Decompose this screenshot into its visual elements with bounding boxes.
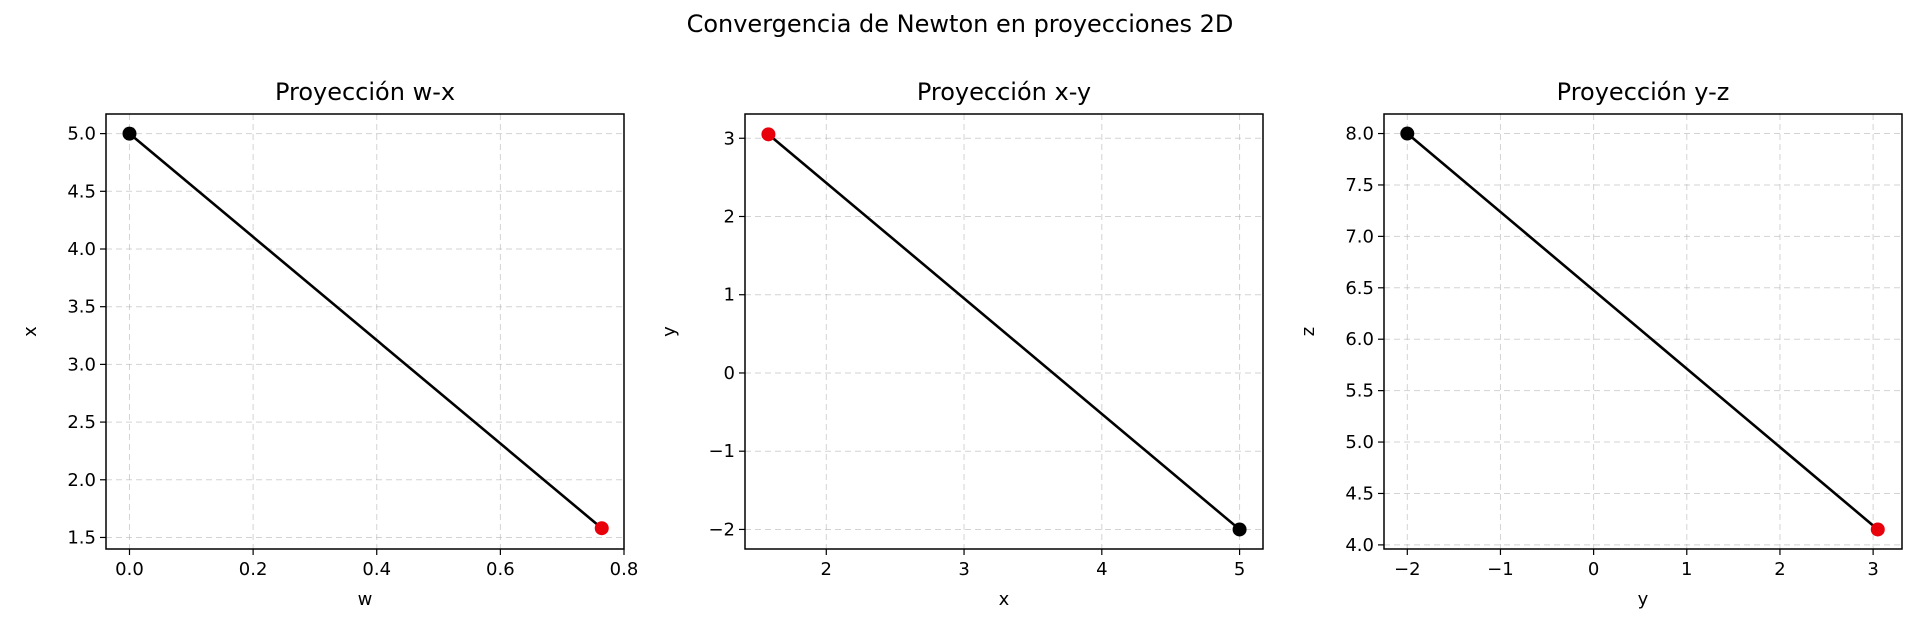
figure-title: Convergencia de Newton en proyecciones 2…: [687, 10, 1234, 38]
y-tick-label: −2: [708, 519, 735, 540]
y-axis-label: x: [20, 326, 41, 337]
plot-frame: [744, 113, 1264, 550]
y-tick-label: 1.5: [67, 527, 96, 548]
y-tick-label: 8.0: [1345, 124, 1374, 145]
x-tick-label: 1: [1681, 559, 1692, 580]
y-tick-label: 3: [724, 128, 735, 149]
x-tick-label: 0.2: [239, 559, 268, 580]
y-tick-label: 7.5: [1345, 175, 1374, 196]
subplot-1: 0.0 0.2 0.4 0.6 0.8 1.5 2.0 2.5 3.0 3.5 4.0 4.5 5.0 P…: [20, 78, 638, 610]
x-tick-label: 0.8: [610, 559, 639, 580]
plot-frame: [1383, 113, 1903, 550]
y-tick-label: 2.0: [67, 470, 96, 491]
start-point: [122, 126, 137, 141]
y-tick-label: 4.0: [1345, 535, 1374, 556]
y-tick-label: 5.0: [1345, 432, 1374, 453]
y-tick-label: 6.0: [1345, 329, 1374, 350]
y-tick-label: 6.5: [1345, 278, 1374, 299]
start-point: [1400, 126, 1415, 141]
end-point: [594, 521, 609, 536]
x-tick-label: 0.4: [362, 559, 391, 580]
plot-frame: [105, 113, 625, 550]
series-line: [767, 133, 1241, 531]
y-tick-label: 4.5: [1345, 483, 1374, 504]
y-tick-label: 4.0: [67, 239, 96, 260]
end-point: [1870, 522, 1885, 537]
subplot-3: −2 −1 0 1 2 3 4.0 4.5 5.0 5.5 6.0 6.5 7.0 7.5 8.0 Proye…: [1298, 78, 1903, 610]
y-axis-label: z: [1298, 327, 1319, 336]
x-axis-label: y: [1638, 589, 1649, 610]
y-tick-label: 7.0: [1345, 226, 1374, 247]
x-tick-label: 4: [1096, 559, 1107, 580]
x-tick-label: 0.6: [486, 559, 515, 580]
panels: 0.0 0.2 0.4 0.6 0.8 1.5 2.0 2.5 3.0 3.5 4.0 4.5 5.0 P…: [20, 78, 1903, 610]
y-tick-label: 4.5: [67, 181, 96, 202]
x-tick-label: 2: [1774, 559, 1785, 580]
x-tick-label: 2: [821, 559, 832, 580]
y-tick-label: 2.5: [67, 412, 96, 433]
x-tick-label: −2: [1394, 559, 1421, 580]
subplot-title: Proyección w-x: [275, 78, 455, 106]
y-tick-label: 5.5: [1345, 381, 1374, 402]
x-tick-label: 0: [1588, 559, 1599, 580]
y-tick-label: −1: [708, 441, 735, 462]
y-tick-label: 2: [724, 206, 735, 227]
series-line: [1406, 132, 1879, 531]
y-tick-label: 1: [724, 285, 735, 306]
x-axis-label: w: [358, 589, 373, 610]
subplot-title: Proyección y-z: [1557, 78, 1730, 106]
end-point: [761, 127, 776, 142]
x-tick-label: 5: [1234, 559, 1245, 580]
y-tick-label: 5.0: [67, 124, 96, 145]
x-tick-label: −1: [1487, 559, 1514, 580]
subplot-title: Proyección x-y: [917, 78, 1091, 106]
series-line: [128, 132, 603, 530]
x-tick-label: 3: [1867, 559, 1878, 580]
y-tick-label: 3.5: [67, 297, 96, 318]
y-tick-label: 3.0: [67, 354, 96, 375]
x-axis-label: x: [999, 589, 1010, 610]
y-axis-label: y: [659, 326, 680, 337]
start-point: [1232, 522, 1247, 537]
subplot-2: 2 3 4 5 −2 −1 0 1 2 3 Proyección x-y x y: [659, 78, 1264, 610]
y-tick-label: 0: [724, 363, 735, 384]
x-tick-label: 0.0: [115, 559, 144, 580]
x-tick-label: 3: [958, 559, 969, 580]
